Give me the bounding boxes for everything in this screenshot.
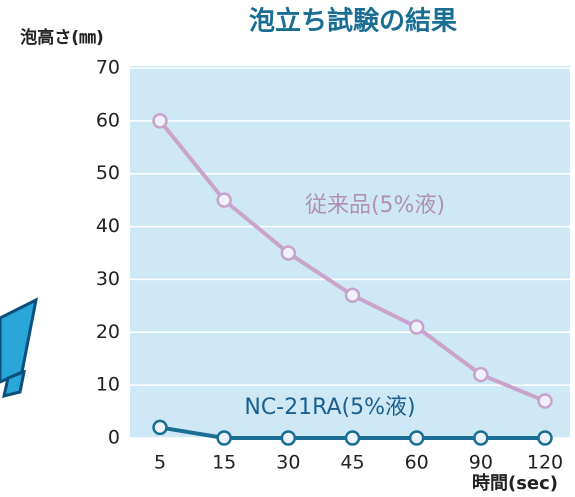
series-label: 従来品(5%液)	[305, 193, 445, 218]
y-tick-label: 50	[96, 162, 120, 184]
series-label: NC-21RA(5%液)	[244, 395, 415, 420]
decoration	[0, 300, 36, 382]
y-tick-label: 0	[108, 427, 120, 449]
data-point	[474, 368, 487, 381]
data-point	[539, 395, 552, 408]
y-tick-label: 10	[96, 374, 120, 396]
data-point	[282, 432, 295, 445]
y-tick-label: 30	[96, 268, 120, 290]
y-tick-label: 40	[96, 215, 120, 237]
x-tick-label: 120	[527, 452, 563, 474]
data-point	[282, 247, 295, 260]
x-tick-label: 90	[469, 452, 493, 474]
x-tick-label: 5	[154, 452, 166, 474]
x-axis-label: 時間(sec)	[472, 473, 558, 494]
y-tick-label: 20	[96, 321, 120, 343]
data-point	[154, 421, 167, 434]
x-tick-label: 45	[340, 452, 364, 474]
chart-title: 泡立ち試験の結果	[249, 6, 457, 37]
data-point	[410, 432, 423, 445]
x-tick-label: 60	[405, 452, 429, 474]
data-point	[474, 432, 487, 445]
y-tick-label: 70	[96, 57, 120, 79]
data-point	[410, 321, 423, 334]
data-point	[218, 432, 231, 445]
x-tick-label: 15	[212, 452, 236, 474]
data-point	[218, 194, 231, 207]
data-point	[154, 114, 167, 127]
y-axis-label: 泡高さ(㎜)	[20, 27, 104, 48]
chart: 泡立ち試験の結果 泡高さ(㎜) 時間(sec) 0 10 20 30 40 50 60 70 5…	[0, 0, 575, 497]
data-point	[346, 432, 359, 445]
data-point	[539, 432, 552, 445]
y-tick-label: 60	[96, 109, 120, 131]
data-point	[346, 289, 359, 302]
x-tick-label: 30	[276, 452, 300, 474]
